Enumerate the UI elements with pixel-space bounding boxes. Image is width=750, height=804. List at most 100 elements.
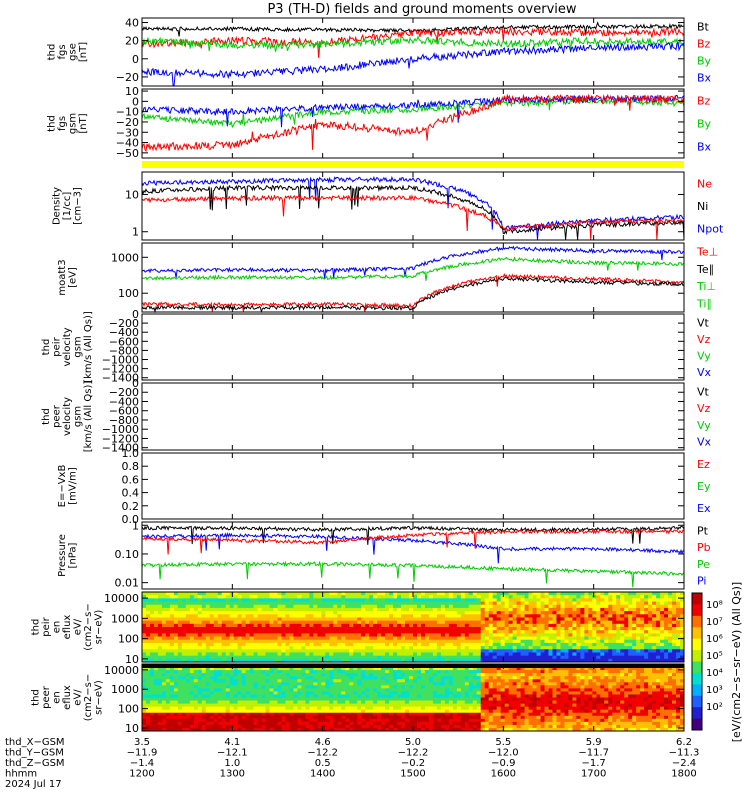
- spectrogram-cell: [620, 655, 625, 660]
- spectrogram-cell: [608, 611, 613, 615]
- spectrogram-cell: [197, 685, 203, 689]
- spectrogram-cell: [169, 595, 175, 599]
- spectrogram-cell: [424, 721, 430, 726]
- spectrogram-cell: [325, 649, 330, 653]
- spectrogram-cell: [173, 688, 179, 692]
- spectrogram-cell: [401, 724, 406, 729]
- spectrogram-cell: [349, 724, 354, 729]
- spectrogram-cell: [401, 673, 406, 677]
- spectrogram-cell: [321, 636, 326, 641]
- spectrogram-cell: [416, 667, 422, 671]
- spectrogram-cell: [205, 623, 211, 628]
- spectrogram-cell: [397, 623, 402, 628]
- spectrogram-cell: [592, 617, 597, 622]
- spectrogram-cell: [660, 633, 665, 637]
- spectrogram-cell: [484, 700, 490, 704]
- spectrogram-cell: [560, 595, 565, 599]
- spectrogram-cell: [640, 636, 645, 641]
- spectrogram-cell: [385, 607, 390, 612]
- spectrogram-cell: [397, 598, 402, 602]
- spectrogram-cell: [357, 623, 362, 628]
- spectrogram-cell: [528, 655, 533, 660]
- spectrogram-cell: [424, 691, 430, 695]
- spectrogram-cell: [197, 604, 203, 609]
- spectrogram-cell: [397, 697, 402, 701]
- spectrogram-cell: [321, 700, 326, 704]
- spectrogram-cell: [277, 658, 282, 663]
- spectrogram-cell: [257, 691, 262, 695]
- spectrogram-cell: [189, 658, 195, 663]
- spectrogram-cell: [353, 670, 358, 674]
- spectrogram-cell: [337, 611, 342, 615]
- spectrogram-cell: [353, 721, 358, 726]
- spectrogram-cell: [401, 709, 406, 714]
- spectrogram-cell: [680, 607, 685, 612]
- spectrogram-cell: [440, 658, 446, 663]
- spectrogram-cell: [393, 655, 398, 660]
- spectrogram-cell: [165, 655, 171, 660]
- spectrogram-cell: [436, 614, 442, 618]
- spectrogram-cell: [249, 715, 254, 720]
- spectrogram-cell: [173, 721, 179, 726]
- spectrogram-cell: [596, 611, 601, 615]
- spectrogram-cell: [261, 592, 266, 596]
- spectrogram-cell: [177, 636, 183, 641]
- spectrogram-cell: [644, 598, 649, 602]
- spectrogram-cell: [285, 639, 290, 644]
- spectrogram-cell: [197, 703, 203, 708]
- spectrogram-cell: [153, 706, 159, 711]
- spectrogram-cell: [197, 658, 203, 663]
- spectrogram-cell: [305, 642, 310, 647]
- spectrogram-cell: [305, 633, 310, 637]
- spectrogram-cell: [385, 649, 390, 653]
- spectrogram-cell: [313, 709, 318, 714]
- spectrogram-cell: [672, 658, 677, 663]
- spectrogram-cell: [389, 627, 394, 631]
- spectrogram-cell: [572, 636, 577, 641]
- spectrogram-cell: [640, 655, 645, 660]
- spectrogram-cell: [265, 712, 270, 717]
- spectrogram-cell: [361, 646, 366, 650]
- spectrogram-cell: [177, 607, 183, 612]
- spectrogram-cell: [381, 718, 386, 723]
- spectrogram-cell: [337, 718, 342, 723]
- spectrogram-cell: [293, 642, 298, 647]
- spectrogram-cell: [608, 655, 613, 660]
- spectrogram-cell: [409, 715, 414, 720]
- spectrogram-cell: [468, 682, 474, 686]
- spectrogram-cell: [349, 715, 354, 720]
- spectrogram-cell: [500, 700, 506, 704]
- spectrogram-cell: [181, 703, 187, 708]
- spectrogram-cell: [560, 598, 565, 602]
- spectrogram-cell: [293, 614, 298, 618]
- spectrogram-cell: [289, 697, 294, 701]
- spectrogram-cell: [269, 646, 274, 650]
- spectrogram-cell: [377, 642, 382, 647]
- spectrogram-cell: [313, 700, 318, 704]
- spectrogram-cell: [444, 676, 450, 680]
- spectrogram-cell: [556, 607, 561, 612]
- spectrogram-cell: [620, 639, 625, 644]
- spectrogram-cell: [444, 679, 450, 683]
- spectrogram-cell: [345, 676, 350, 680]
- spectrogram-cell: [329, 627, 334, 631]
- spectrogram-cell: [169, 607, 175, 612]
- spectrogram-cell: [301, 712, 306, 717]
- spectrogram-cell: [377, 724, 382, 729]
- spectrogram-cell: [468, 607, 474, 612]
- spectrogram-cell: [420, 718, 426, 723]
- spectrogram-cell: [285, 679, 290, 683]
- spectrogram-cell: [484, 620, 490, 625]
- spectrogram-cell: [333, 691, 338, 695]
- spectrogram-cell: [472, 623, 478, 628]
- spectrogram-cell: [237, 694, 243, 698]
- spectrogram-cell: [293, 676, 298, 680]
- spectrogram-cell: [636, 649, 641, 653]
- spectrogram-cell: [420, 721, 426, 726]
- spectrogram-cell: [157, 655, 163, 660]
- spectrogram-cell: [157, 636, 163, 641]
- spectrogram-cell: [440, 691, 446, 695]
- spectrogram-cell: [369, 617, 374, 622]
- spectrogram-cell: [169, 724, 175, 729]
- spectrogram-cell: [596, 627, 601, 631]
